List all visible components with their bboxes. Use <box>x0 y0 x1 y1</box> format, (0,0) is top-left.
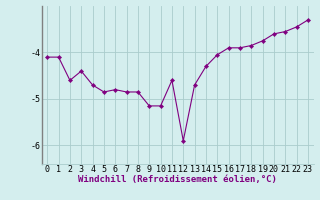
X-axis label: Windchill (Refroidissement éolien,°C): Windchill (Refroidissement éolien,°C) <box>78 175 277 184</box>
